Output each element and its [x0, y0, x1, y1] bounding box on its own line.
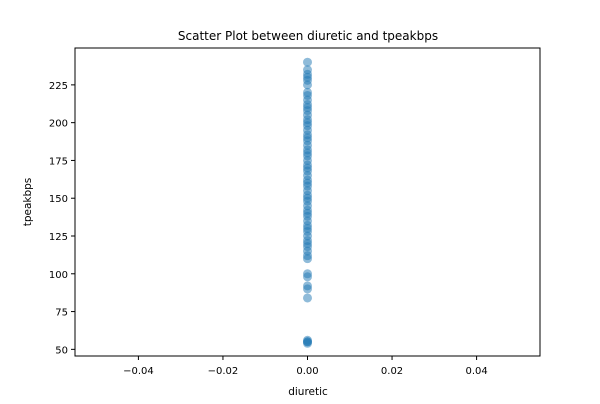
- x-tick-label: −0.02: [208, 366, 239, 377]
- scatter-point: [303, 57, 312, 67]
- y-tick-label: 75: [55, 308, 68, 319]
- scatter-point: [303, 293, 312, 303]
- y-tick-label: 100: [49, 270, 68, 281]
- x-axis-label: diuretic: [288, 386, 328, 398]
- scatter-point: [303, 87, 312, 97]
- x-tick-label: 0.02: [381, 366, 403, 377]
- y-tick-label: 125: [49, 232, 68, 243]
- y-tick-label: 225: [49, 81, 68, 92]
- y-tick-label: 150: [49, 194, 68, 205]
- points-layer: [303, 57, 312, 348]
- y-tick-label: 200: [49, 119, 68, 130]
- x-tick-label: 0.04: [465, 366, 487, 377]
- x-tick-label: 0.00: [296, 366, 318, 377]
- scatter-point: [303, 269, 312, 279]
- scatter-point: [303, 65, 312, 75]
- chart-title: Scatter Plot between diuretic and tpeakb…: [178, 29, 438, 43]
- scatter-point: [303, 281, 312, 291]
- x-axis: −0.04 −0.02 0.00 0.02 0.04: [123, 356, 488, 377]
- y-axis: 50 75 100 125 150 175 200 225: [49, 81, 75, 356]
- scatter-point: [303, 335, 312, 345]
- y-axis-label: tpeakbps: [22, 178, 34, 227]
- y-tick-label: 50: [55, 345, 68, 356]
- x-tick-label: −0.04: [123, 366, 154, 377]
- y-tick-label: 175: [49, 156, 68, 167]
